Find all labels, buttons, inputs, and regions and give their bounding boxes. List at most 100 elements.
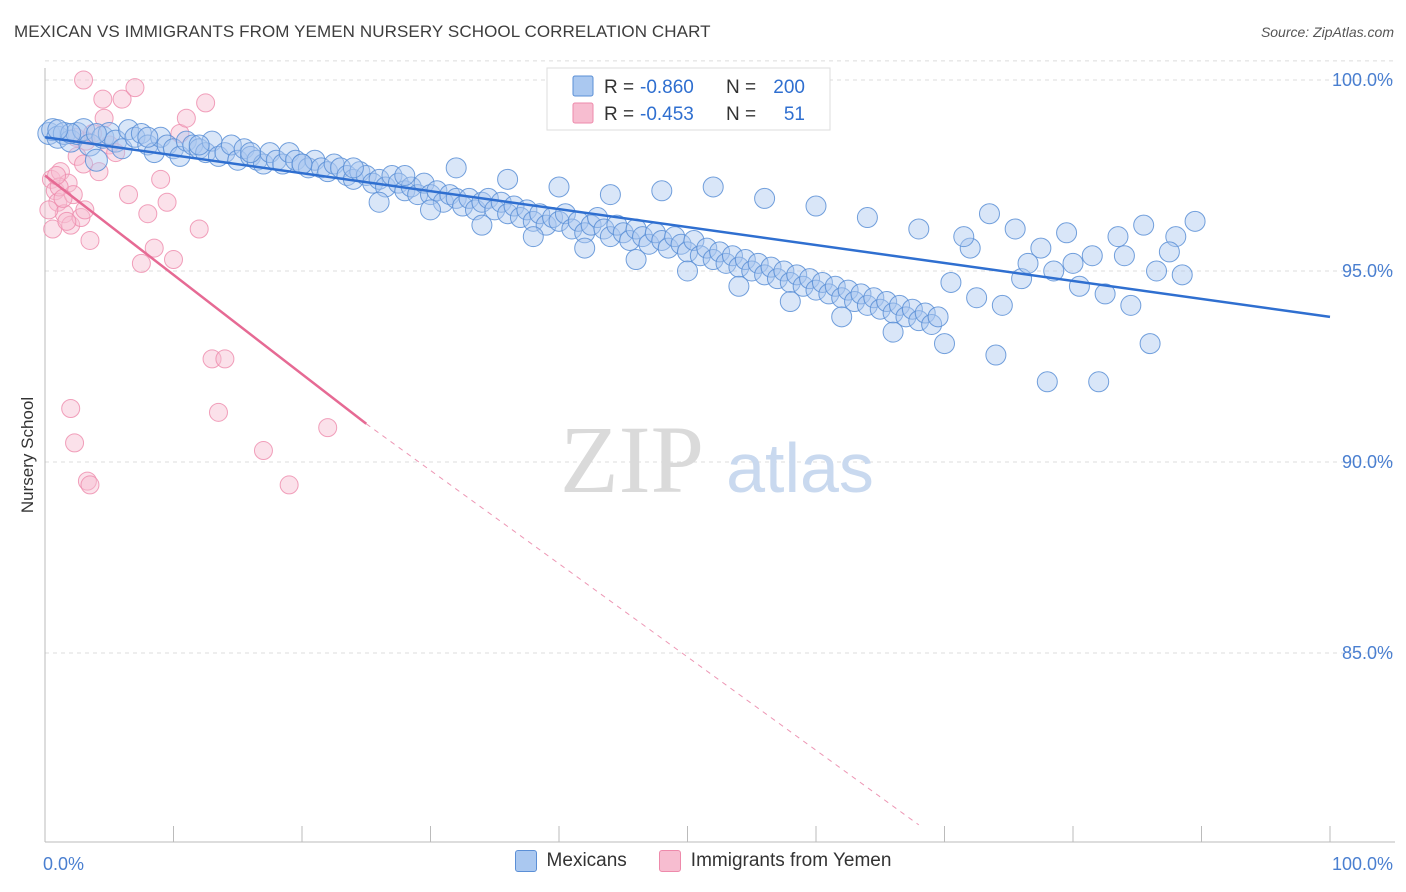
mexicans-point — [47, 119, 69, 141]
yemen-point — [131, 253, 151, 273]
mexicans-point — [529, 203, 551, 225]
mexicans-trend-line — [44, 136, 1331, 319]
mexicans-point — [760, 256, 782, 278]
mexicans-point — [445, 157, 467, 179]
mexicans-point — [908, 218, 930, 240]
mexicans-point — [1120, 294, 1142, 316]
mexicans-point — [721, 245, 743, 267]
y-tick-label: 95.0% — [1342, 261, 1393, 281]
mexicans-point — [1107, 226, 1129, 248]
mexicans-point — [831, 306, 853, 328]
mexicans-point — [786, 264, 808, 286]
mexicans-n-value: 200 — [773, 77, 805, 98]
mexicans-point — [1056, 222, 1078, 244]
mexicans-point — [677, 260, 698, 282]
yemen-r-label: R = — [604, 104, 634, 125]
legend-label-mexicans: Mexicans — [546, 850, 627, 871]
mexicans-n-label: N = — [726, 77, 756, 98]
mexicans-point — [927, 306, 949, 328]
yemen-point — [215, 349, 235, 369]
mexicans-point — [522, 226, 544, 248]
mexicans-point — [747, 252, 769, 274]
y-tick-label: 100.0% — [1332, 70, 1393, 90]
legend-label-yemen: Immigrants from Yemen — [690, 850, 892, 871]
mexicans-point — [394, 165, 416, 186]
x-tick-label: 100.0% — [1332, 854, 1393, 874]
mexicans-point — [651, 180, 673, 202]
mexicans-point — [799, 268, 821, 290]
yemen-point — [318, 418, 338, 438]
mexicans-point — [940, 271, 962, 293]
mexicans-point — [978, 203, 1000, 225]
mexicans-point — [901, 298, 923, 320]
yemen-point — [279, 475, 299, 495]
mexicans-point — [773, 260, 795, 282]
yemen-point — [164, 250, 183, 270]
mexicans-point — [175, 130, 197, 152]
yemen-point — [151, 169, 171, 189]
yemen-point — [189, 219, 209, 239]
mexicans-point — [1043, 260, 1065, 282]
mexicans-point — [497, 168, 519, 190]
watermark: ZIP atlas — [560, 406, 874, 513]
mexicans-point — [1184, 210, 1206, 232]
mexicans-point — [728, 275, 750, 297]
mexicans-point — [1146, 260, 1168, 282]
mexicans-point — [85, 122, 107, 144]
mexicans-point — [1158, 241, 1180, 263]
mexicans-point — [60, 122, 82, 144]
tick-labels: 85.0% 90.0% 95.0% 100.0% 0.0% 100.0% — [43, 70, 1393, 874]
yemen-point — [89, 162, 109, 182]
yemen-trend-extension — [365, 423, 920, 826]
mexicans-point — [65, 121, 89, 145]
yemen-point — [50, 162, 70, 182]
yemen-point — [53, 188, 73, 208]
mexicans-point — [285, 149, 307, 171]
mexicans-point — [240, 142, 262, 164]
legend-item-mexicans[interactable]: Mexicans — [514, 850, 627, 872]
watermark-atlas: atlas — [726, 429, 874, 507]
mexicans-point — [1062, 252, 1084, 274]
mexicans-point — [876, 291, 898, 313]
yemen-point — [39, 200, 59, 220]
mexicans-point — [734, 249, 756, 271]
mexicans-point — [1081, 245, 1103, 267]
mexicans-point — [953, 226, 975, 248]
mexicans-point — [188, 134, 210, 156]
yemen-point — [157, 192, 177, 212]
yemen-point — [75, 200, 95, 220]
mexicans-point — [914, 302, 936, 324]
yemen-point — [74, 154, 94, 174]
mexicans-point — [1036, 371, 1058, 393]
yemen-point — [80, 475, 100, 495]
mexicans-point — [471, 214, 493, 236]
mexicans-point — [1017, 252, 1039, 274]
mexicans-point — [413, 172, 435, 194]
mexicans-point — [805, 195, 827, 217]
mexicans-point — [779, 291, 801, 313]
mexicans-point — [850, 283, 872, 305]
mexicans-point — [991, 294, 1013, 316]
mexicans-point — [574, 237, 596, 259]
yemen-point — [196, 93, 216, 113]
yemen-r-value: -0.453 — [640, 104, 694, 125]
mexicans-point — [137, 126, 159, 148]
legend-item-yemen[interactable]: Immigrants from Yemen — [658, 850, 892, 872]
mexicans-point — [84, 148, 108, 172]
stats-legend-box — [546, 67, 831, 131]
mexicans-point — [882, 321, 904, 343]
yemen-swatch — [572, 102, 594, 124]
yemen-point — [65, 433, 85, 453]
series-legend: Mexicans Immigrants from Yemen — [0, 850, 1406, 872]
mexicans-point — [709, 241, 731, 263]
mexicans-point — [1088, 371, 1110, 393]
mexicans-point — [837, 279, 859, 301]
chart-title: MEXICAN VS IMMIGRANTS FROM YEMEN NURSERY… — [14, 22, 711, 41]
mexicans-point — [985, 344, 1007, 366]
yemen-point — [253, 441, 273, 461]
mexicans-point — [959, 237, 981, 259]
yemen-trend-line — [44, 174, 368, 425]
mexicans-point — [1004, 218, 1026, 240]
source-note: Source: ZipAtlas.com — [1260, 24, 1394, 40]
yemen-point — [93, 89, 113, 109]
